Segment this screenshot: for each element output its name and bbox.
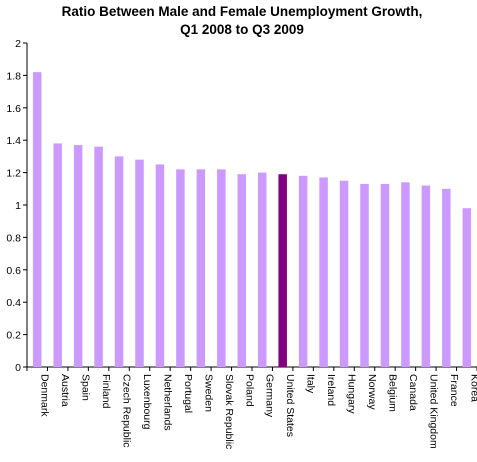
category-label: Netherlands [161, 374, 173, 431]
y-tick-label: 0.2 [6, 330, 21, 342]
plot-area: 0 0.2 0.4 0.6 0.8 1 1.2 1.4 1.6 1.8 2 Denmark Austri… [6, 38, 477, 449]
bar-hungary [339, 180, 349, 367]
bar-poland [237, 174, 247, 367]
bar-united-kingdom [421, 185, 431, 367]
category-label: Italy [305, 374, 317, 394]
chart-title-line-1: Ratio Between Male and Female Unemployme… [62, 4, 423, 19]
bar-united-states [278, 174, 287, 367]
bar-korea [462, 208, 472, 367]
bar-slovak-republic [217, 169, 226, 367]
bar-netherlands [155, 164, 165, 367]
category-label: Canada [407, 374, 419, 411]
category-label: Hungary [346, 374, 358, 414]
category-label: Luxenbourg [141, 374, 153, 430]
bar-canada [401, 182, 410, 367]
y-tick-label: 1.2 [6, 168, 21, 180]
category-label: United Kingdom [427, 374, 439, 449]
category-label: Spain [80, 374, 92, 401]
category-label: Belgium [386, 374, 398, 412]
y-tick-label: 0 [15, 362, 21, 374]
bar-belgium [380, 183, 390, 367]
category-label: United States [284, 374, 296, 437]
category-label: Sweden [202, 374, 214, 412]
bar-germany [257, 172, 267, 367]
category-label: Denmark [39, 374, 51, 417]
y-tick-label: 1.8 [6, 70, 21, 82]
bar-spain [73, 145, 83, 367]
category-label: Korea [468, 374, 477, 402]
category-label: Finland [100, 374, 112, 409]
bar-ireland [319, 177, 328, 367]
y-tick-label: 1 [15, 200, 21, 212]
y-tick-label: 1.4 [6, 135, 21, 147]
y-tick-label: 0.8 [6, 232, 21, 244]
bar-denmark [32, 72, 42, 367]
category-label: Portugal [182, 374, 194, 413]
category-label: Poland [243, 374, 255, 407]
y-tick-label: 0.6 [6, 265, 21, 277]
y-tick-label: 0.4 [6, 297, 21, 309]
category-label: Austria [59, 374, 71, 407]
bar-france [442, 188, 451, 367]
bar-portugal [176, 169, 185, 367]
bar-norway [360, 183, 369, 367]
bar-czech-republic [114, 156, 124, 367]
bar-luxenbourg [135, 159, 144, 367]
bar-sweden [196, 169, 206, 367]
bar-finland [94, 146, 103, 367]
category-label: Slovak Republic [223, 374, 235, 449]
category-label: Ireland [325, 374, 337, 406]
category-label: Germany [264, 374, 276, 418]
chart-title-line-2: Q1 2008 to Q3 2009 [180, 22, 304, 37]
category-label: France [448, 374, 460, 407]
y-tick-label: 2 [15, 38, 21, 50]
y-tick-label: 1.6 [6, 103, 21, 115]
bar-italy [298, 175, 308, 367]
category-label: Norway [366, 374, 378, 410]
bar-austria [53, 143, 62, 367]
category-label: Czech Republic [121, 374, 133, 448]
